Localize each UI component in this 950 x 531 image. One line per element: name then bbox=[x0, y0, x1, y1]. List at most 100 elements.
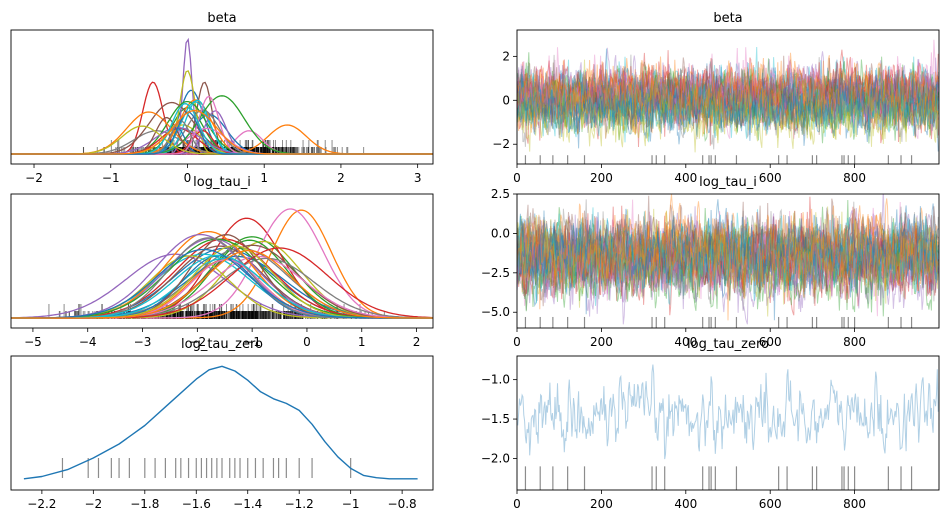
y-tick-label: −2 bbox=[492, 137, 510, 151]
trace-line bbox=[517, 54, 939, 147]
trace-line bbox=[517, 59, 939, 142]
y-tick-label: −2.5 bbox=[481, 266, 510, 280]
trace-line bbox=[517, 215, 939, 306]
trace-line bbox=[517, 214, 939, 325]
x-tick-label: 600 bbox=[759, 497, 782, 511]
trace-line bbox=[517, 219, 939, 317]
trace-line bbox=[517, 65, 939, 149]
trace-line bbox=[517, 206, 939, 317]
x-tick-label: 800 bbox=[843, 171, 866, 185]
trace-line bbox=[517, 214, 939, 308]
trace-line bbox=[517, 194, 939, 310]
kde-line-beta[4] bbox=[11, 37, 433, 155]
trace-line bbox=[517, 212, 939, 306]
plot-area bbox=[517, 364, 939, 490]
x-tick-label: 600 bbox=[759, 171, 782, 185]
trace-line bbox=[517, 69, 939, 152]
x-tick-label: 800 bbox=[843, 497, 866, 511]
trace-line bbox=[517, 80, 939, 153]
x-tick-label: −1 bbox=[342, 497, 360, 511]
x-tick-label: 200 bbox=[590, 335, 613, 349]
x-tick-label: 0 bbox=[303, 335, 311, 349]
kde-line-log_tau_i[1] bbox=[11, 209, 433, 319]
axes-frame bbox=[516, 193, 940, 329]
trace-line bbox=[517, 222, 939, 311]
trace-line bbox=[517, 47, 939, 139]
x-tick-label: −5 bbox=[24, 335, 42, 349]
panel-log-tau-i-trace: log_tau_i 0 200 400 600 800 −5.0 −2.5 0.0 2.5 bbox=[481, 175, 940, 349]
trace-line bbox=[517, 212, 939, 300]
panel-beta-kde: beta −2 −1 0 1 2 3 bbox=[10, 11, 434, 185]
trace-line bbox=[517, 206, 939, 299]
trace-line bbox=[517, 217, 939, 303]
trace-line bbox=[517, 209, 939, 299]
trace-line bbox=[517, 52, 939, 134]
x-tick-label: 0 bbox=[184, 171, 192, 185]
panel-title-log-tau-i-kde: log_tau_i bbox=[193, 175, 251, 190]
x-tick-label: 800 bbox=[843, 335, 866, 349]
trace-line bbox=[517, 210, 939, 293]
trace-line bbox=[517, 213, 939, 301]
x-tick-label: −1.6 bbox=[182, 497, 211, 511]
axes-frame bbox=[10, 193, 434, 329]
y-tick-label: 2 bbox=[502, 49, 510, 63]
trace-line bbox=[517, 198, 939, 281]
panel-title-beta-kde: beta bbox=[207, 11, 236, 26]
trace-line bbox=[517, 47, 939, 125]
panel-title-log-tau-zero-trace: log_tau_zero bbox=[687, 337, 769, 352]
x-tick-label: −0.8 bbox=[388, 497, 417, 511]
x-tick-label: 0 bbox=[513, 171, 521, 185]
trace-line bbox=[517, 59, 939, 141]
trace-line bbox=[517, 205, 939, 321]
rug-plot bbox=[61, 458, 352, 478]
trace-line bbox=[517, 55, 939, 128]
axes-frame bbox=[10, 355, 434, 491]
trace-line bbox=[517, 207, 939, 300]
plot-area bbox=[517, 39, 939, 164]
trace-line bbox=[517, 59, 939, 143]
x-tick-label: −3 bbox=[134, 335, 152, 349]
trace-line bbox=[517, 206, 939, 297]
trace-line bbox=[517, 74, 939, 145]
x-tick-label: 2 bbox=[413, 335, 421, 349]
trace-line bbox=[517, 46, 939, 130]
x-tick-label: 0 bbox=[513, 335, 521, 349]
x-tick-label: −1.8 bbox=[130, 497, 159, 511]
trace-line bbox=[517, 199, 939, 293]
trace-line bbox=[517, 57, 939, 129]
trace-line bbox=[517, 195, 939, 307]
x-tick-label: 600 bbox=[759, 335, 782, 349]
trace-line bbox=[517, 201, 939, 288]
trace-line bbox=[517, 199, 939, 315]
panel-title-beta-trace: beta bbox=[713, 11, 742, 26]
kde-line-log_tau_i[3] bbox=[11, 217, 433, 319]
x-tick-label: −2 bbox=[84, 497, 102, 511]
x-tick-label: −2 bbox=[188, 335, 206, 349]
panel-log-tau-zero-kde: log_tau_zero −2.2 −2 −1.8 −1.6 −1.4 −1.2 −1 −0.8 bbox=[10, 337, 434, 511]
plot-area bbox=[517, 194, 939, 328]
trace-line bbox=[517, 49, 939, 146]
trace-line bbox=[517, 68, 939, 146]
plot-area bbox=[11, 208, 433, 319]
x-tick-label: −1.4 bbox=[233, 497, 262, 511]
trace-line bbox=[517, 194, 939, 296]
x-tick-label: −1.2 bbox=[285, 497, 314, 511]
plot-area bbox=[23, 365, 418, 480]
x-tick-label: 200 bbox=[590, 497, 613, 511]
x-tick-label: 400 bbox=[674, 171, 697, 185]
x-tick-label: 2 bbox=[337, 171, 345, 185]
trace-line bbox=[517, 196, 939, 307]
trace-line bbox=[517, 52, 939, 131]
x-tick-label: −2 bbox=[25, 171, 43, 185]
divergence-rug bbox=[524, 466, 913, 490]
trace-line bbox=[517, 63, 939, 135]
axes-frame bbox=[10, 29, 434, 165]
trace-line bbox=[517, 62, 939, 148]
trace-line bbox=[517, 61, 939, 136]
panel-log-tau-zero-trace: log_tau_zero 0 200 400 600 800 −2.0 −1.5 −1.0 bbox=[481, 337, 940, 511]
x-tick-label: 1 bbox=[358, 335, 366, 349]
panel-beta-trace: beta 0 200 400 600 800 −2 0 2 bbox=[492, 11, 940, 185]
trace-line bbox=[517, 206, 939, 304]
x-tick-label: −1 bbox=[102, 171, 120, 185]
